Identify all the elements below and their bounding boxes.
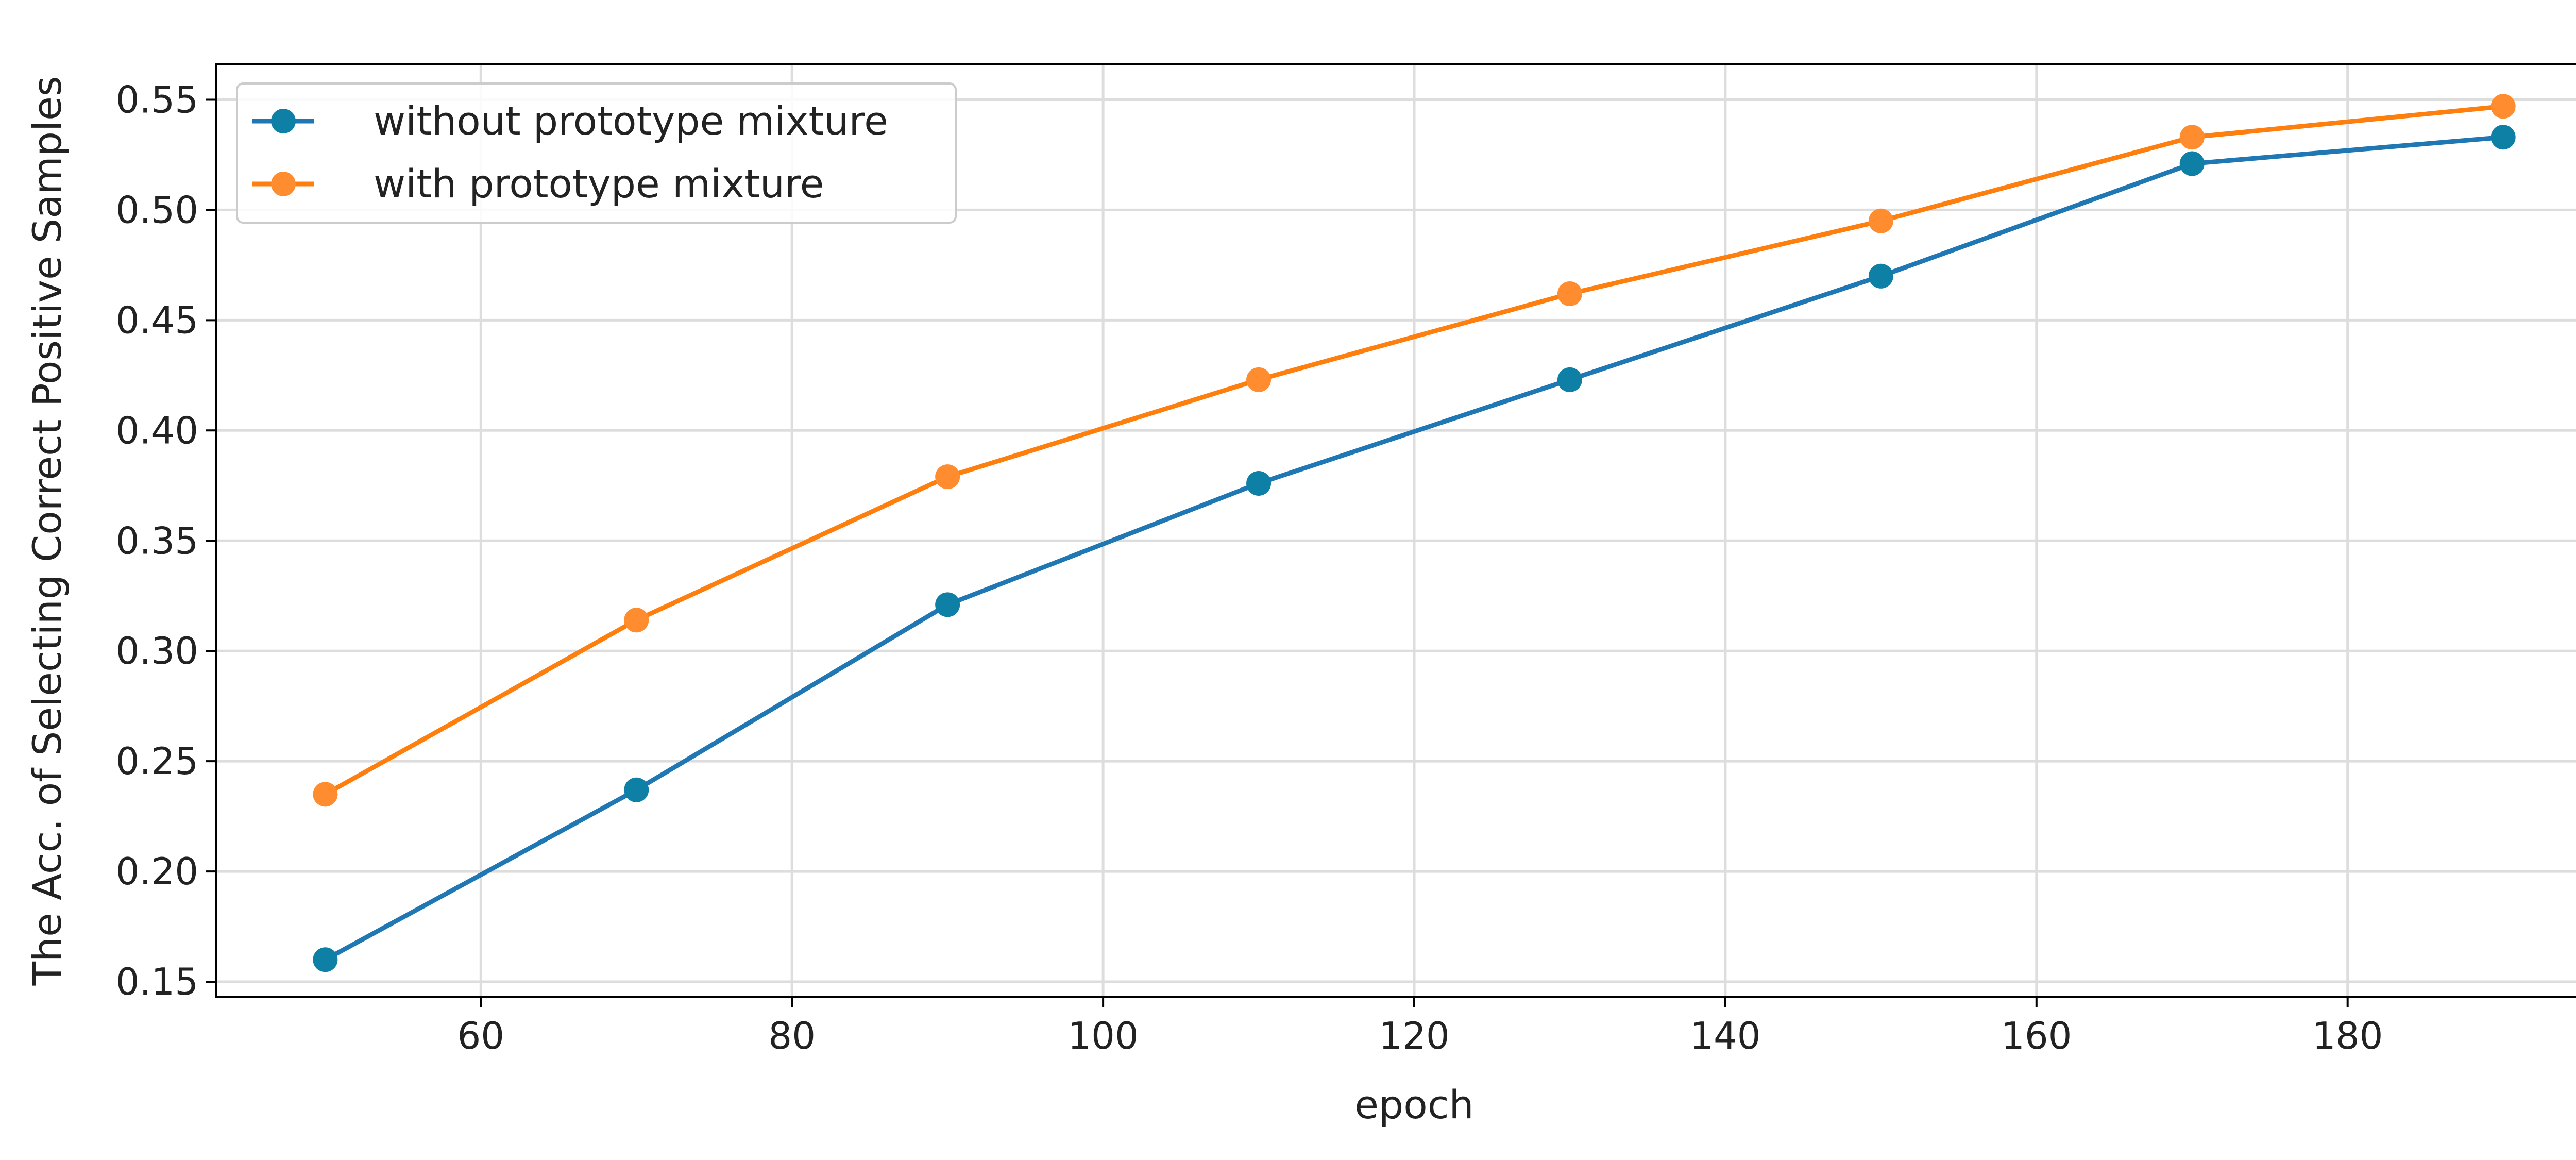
legend-item: with prototype mixture — [252, 161, 824, 207]
series-1 — [313, 125, 2516, 972]
data-point — [624, 777, 649, 802]
legend-marker — [271, 109, 296, 133]
data-point — [2490, 94, 2516, 119]
x-tick-label: 100 — [1067, 1014, 1138, 1057]
legend: without prototype mixture with prototype … — [236, 82, 957, 224]
legend-box — [236, 82, 957, 224]
y-tick-label: 0.35 — [116, 519, 198, 562]
x-tick-label: 140 — [1690, 1014, 1760, 1057]
y-tick-label: 0.25 — [116, 739, 198, 783]
data-point — [313, 782, 338, 807]
data-point — [935, 464, 960, 490]
data-point — [313, 947, 338, 972]
x-tick-label: 160 — [2001, 1014, 2072, 1057]
data-point — [1557, 367, 1582, 392]
y-axis-label: The Acc. of Selecting Correct Positive S… — [24, 76, 70, 986]
data-point — [1557, 281, 1582, 307]
y-tick-label: 0.30 — [116, 629, 198, 673]
legend-label: with prototype mixture — [374, 161, 824, 207]
x-axis-label: epoch — [1354, 1082, 1473, 1128]
series-layer — [313, 94, 2516, 972]
legend-label: without prototype mixture — [374, 98, 888, 144]
data-point — [2179, 151, 2205, 176]
y-tick-label: 0.45 — [116, 298, 198, 342]
data-point — [2490, 125, 2516, 150]
data-point — [1246, 471, 1272, 496]
x-tick-label: 180 — [2312, 1014, 2383, 1057]
y-tick-label: 0.50 — [116, 188, 198, 231]
data-point — [1246, 367, 1272, 392]
x-tick-label: 120 — [1379, 1014, 1449, 1057]
data-point — [2179, 125, 2205, 150]
legend-marker — [271, 172, 296, 196]
data-point — [624, 608, 649, 633]
legend-item: without prototype mixture — [252, 98, 888, 144]
y-tick-label: 0.40 — [116, 409, 198, 452]
data-point — [1868, 208, 1893, 233]
plot-frame — [215, 63, 2576, 998]
series-2 — [313, 94, 2516, 807]
y-tick-label: 0.20 — [116, 850, 198, 893]
x-tick-label: 60 — [457, 1014, 504, 1057]
data-point — [935, 592, 960, 617]
series-line — [324, 135, 2504, 962]
y-tick-label: 0.55 — [116, 78, 198, 121]
series-line — [324, 104, 2504, 797]
x-tick-label: 80 — [768, 1014, 816, 1057]
data-point — [1868, 263, 1893, 289]
tick-layer: 60 80 100 120 140 160 180 0.15 0.20 0.25 0.30 0.35 0… — [116, 78, 2383, 1057]
y-tick-label: 0.15 — [116, 960, 198, 1003]
